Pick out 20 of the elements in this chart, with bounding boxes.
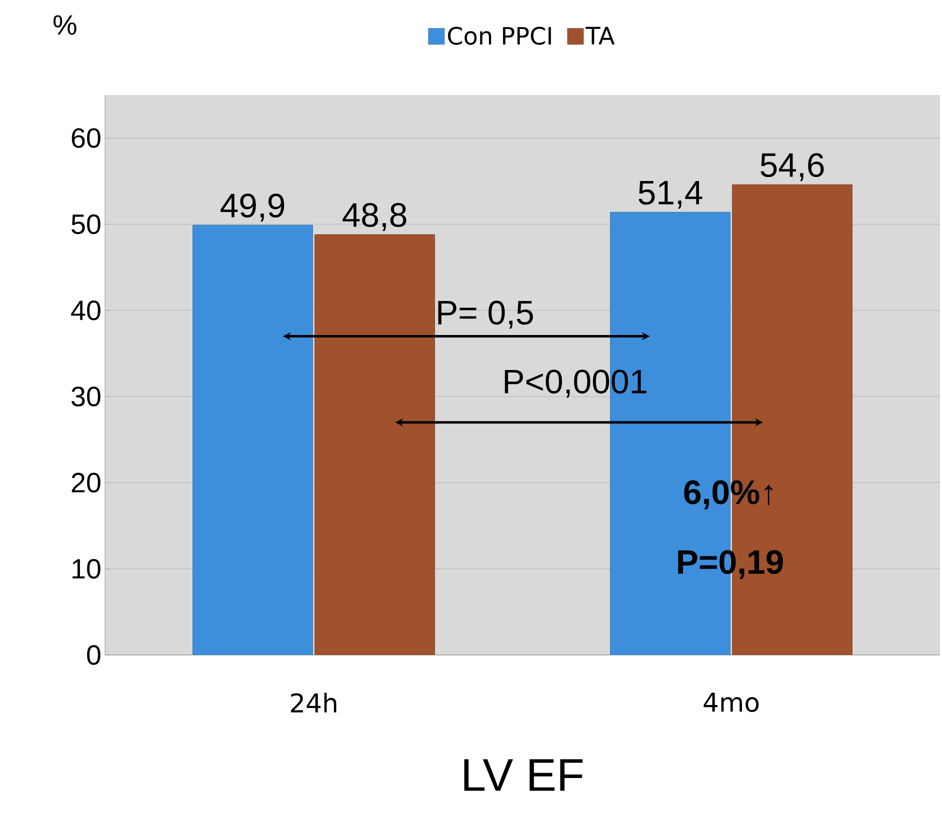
- y-tick-label: 50: [72, 214, 100, 234]
- x-axis-title: LV EF: [464, 759, 583, 791]
- y-tick-label: 0: [87, 645, 100, 665]
- y-tick-label: 30: [72, 386, 100, 406]
- x-tick-label: 24h: [290, 692, 336, 712]
- annotation: P= 0,5: [438, 300, 533, 329]
- data-label: 48,8: [342, 203, 406, 232]
- data-label: 49,9: [220, 194, 284, 222]
- data-label: 54,6: [760, 153, 824, 182]
- legend-label: TA: [586, 26, 615, 44]
- data-label: 51,4: [638, 180, 702, 209]
- y-tick-label: 20: [72, 472, 100, 493]
- y-tick-label: 10: [72, 558, 100, 579]
- bar: [192, 224, 313, 655]
- y-axis-title: %: [54, 15, 76, 35]
- y-tick-label: 40: [71, 300, 100, 320]
- legend-label: Con PPCI: [448, 26, 551, 45]
- x-tick-label: 4mo: [704, 692, 759, 712]
- bar: [314, 234, 435, 655]
- y-tick-label: 60: [72, 128, 100, 148]
